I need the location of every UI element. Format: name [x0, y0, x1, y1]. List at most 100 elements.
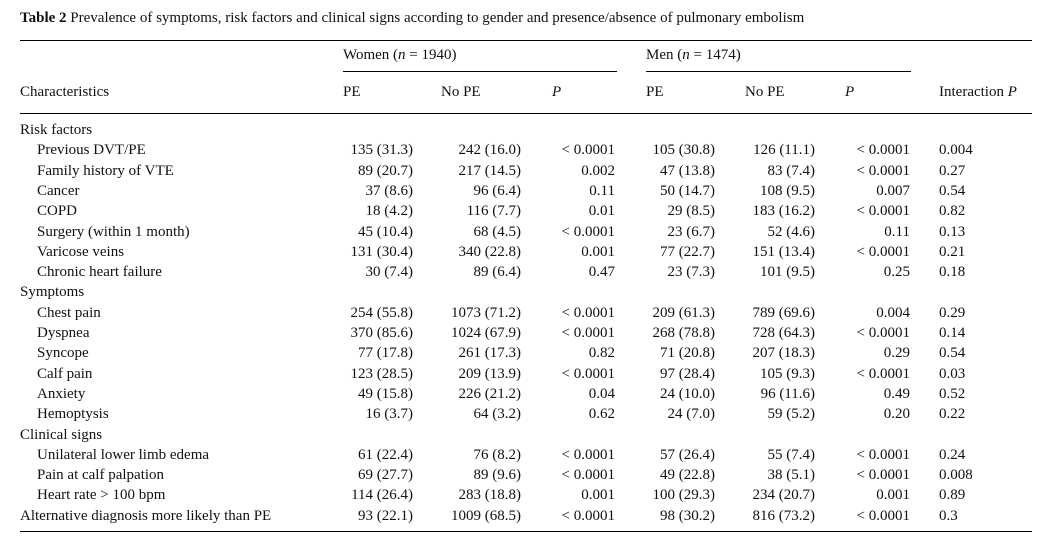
cell-men-nope: 83 (7.4): [767, 162, 816, 179]
cell-women-nope: 1009 (68.5): [451, 507, 521, 524]
cell-men-pe: 100 (29.3): [652, 487, 716, 504]
cell-women-p: 0.82: [588, 345, 615, 362]
cell-men-nope: 789 (69.6): [752, 304, 816, 321]
cell-men-p: 0.20: [883, 406, 910, 423]
cell-men-p: < 0.0001: [856, 325, 910, 341]
cell-men-nope: 728 (64.3): [752, 325, 816, 341]
cell-men-pe: 23 (7.3): [667, 264, 716, 281]
cell-women-p: < 0.0001: [561, 325, 615, 341]
cell-interaction-p: 0.54: [939, 345, 966, 362]
col-men-p: P: [845, 84, 855, 100]
cell-interaction-p: 0.29: [939, 304, 966, 321]
cell-men-pe: 49 (22.8): [660, 467, 715, 484]
cell-women-pe: 93 (22.1): [358, 507, 413, 524]
cell-men-nope: 126 (11.1): [753, 142, 815, 159]
cell-interaction-p: 0.004: [939, 142, 973, 159]
section-label: Symptoms: [20, 284, 85, 301]
cell-men-p: 0.11: [884, 223, 910, 240]
row-label: Chest pain: [37, 304, 101, 321]
cell-women-p: < 0.0001: [561, 446, 615, 463]
cell-women-nope: 1024 (67.9): [451, 325, 521, 341]
row-label: Dyspnea: [37, 325, 90, 341]
top-rule: [20, 40, 1032, 41]
cell-women-nope: 76 (8.2): [473, 446, 522, 463]
cell-women-nope: 116 (7.7): [466, 203, 521, 220]
cell-men-pe: 24 (10.0): [660, 385, 715, 402]
women-n-value: = 1940): [405, 47, 457, 63]
cell-women-p: < 0.0001: [561, 223, 615, 240]
cell-women-pe: 37 (8.6): [365, 182, 414, 199]
cell-men-pe: 209 (61.3): [652, 304, 716, 321]
col-women-p: P: [552, 84, 562, 100]
row-label: Previous DVT/PE: [37, 142, 146, 159]
row-label: COPD: [37, 203, 78, 220]
cell-men-p: 0.004: [876, 304, 910, 321]
cell-women-p: < 0.0001: [561, 142, 615, 159]
cell-women-nope: 89 (6.4): [473, 264, 522, 281]
cell-men-p: < 0.0001: [856, 142, 910, 159]
section-label: Alternative diagnosis more likely than P…: [20, 507, 272, 524]
cell-women-nope: 261 (17.3): [458, 345, 522, 362]
cell-men-pe: 105 (30.8): [652, 142, 716, 159]
cell-men-p: < 0.0001: [856, 203, 910, 220]
table-label: Table 2: [20, 10, 67, 26]
row-label: Chronic heart failure: [37, 264, 162, 281]
cell-interaction-p: 0.13: [939, 223, 966, 240]
cell-men-pe: 97 (28.4): [660, 365, 715, 382]
men-group-header: Men (n = 1474): [646, 45, 741, 65]
cell-men-pe: 24 (7.0): [667, 406, 716, 423]
row-label: Cancer: [37, 182, 80, 199]
cell-women-nope: 89 (9.6): [473, 467, 522, 484]
cell-interaction-p: 0.52: [939, 385, 966, 402]
cell-women-nope: 209 (13.9): [458, 365, 522, 382]
cell-men-pe: 29 (8.5): [667, 203, 716, 220]
cell-women-pe: 69 (27.7): [358, 467, 413, 484]
cell-men-nope: 55 (7.4): [767, 446, 816, 463]
cell-men-p: 0.25: [883, 264, 910, 281]
cell-men-nope: 234 (20.7): [752, 487, 816, 504]
women-group-rule: [343, 71, 617, 72]
cell-interaction-p: 0.18: [939, 264, 966, 281]
cell-men-nope: 59 (5.2): [767, 406, 816, 423]
women-group-header: Women (n = 1940): [343, 45, 457, 65]
cell-women-p: < 0.0001: [561, 365, 615, 382]
cell-men-p: < 0.0001: [856, 243, 910, 260]
cell-interaction-p: 0.21: [939, 243, 966, 260]
cell-men-p: < 0.0001: [856, 446, 910, 463]
cell-women-p: 0.001: [581, 487, 615, 504]
cell-men-pe: 47 (13.8): [660, 162, 715, 179]
cell-women-p: 0.11: [589, 182, 615, 199]
cell-men-pe: 50 (14.7): [660, 182, 715, 199]
cell-interaction-p: 0.27: [939, 162, 966, 179]
cell-women-p: 0.01: [588, 203, 615, 220]
cell-women-p: 0.04: [588, 385, 615, 402]
col-women-nope: No PE: [441, 84, 481, 100]
cell-interaction-p: 0.008: [939, 467, 973, 484]
cell-interaction-p: 0.24: [939, 446, 966, 463]
cell-women-pe: 135 (31.3): [350, 142, 414, 159]
row-label: Anxiety: [37, 385, 86, 402]
cell-women-pe: 370 (85.6): [350, 325, 414, 341]
cell-women-pe: 123 (28.5): [350, 365, 414, 382]
men-group-rule: [646, 71, 911, 72]
cell-men-nope: 52 (4.6): [767, 223, 816, 240]
cell-men-pe: 98 (30.2): [660, 507, 715, 524]
cell-men-nope: 96 (11.6): [760, 385, 815, 402]
col-men-nope: No PE: [745, 84, 785, 100]
row-label: Unilateral lower limb edema: [37, 446, 210, 463]
col-interaction: Interaction P: [939, 82, 1017, 102]
col-interaction-p: P: [1007, 84, 1017, 100]
bottom-rule: [20, 531, 1032, 532]
cell-women-pe: 18 (4.2): [365, 203, 414, 220]
cell-interaction-p: 0.14: [939, 325, 966, 341]
row-label: Surgery (within 1 month): [37, 223, 190, 240]
cell-women-p: < 0.0001: [561, 304, 615, 321]
row-label: Varicose veins: [37, 243, 125, 260]
cell-women-nope: 242 (16.0): [458, 142, 522, 159]
cell-women-pe: 114 (26.4): [351, 487, 413, 504]
cell-women-pe: 131 (30.4): [350, 243, 414, 260]
cell-women-pe: 77 (17.8): [358, 345, 413, 362]
row-label: Syncope: [37, 345, 89, 362]
table-caption: Table 2 Prevalence of symptoms, risk fac…: [20, 10, 804, 27]
cell-women-pe: 45 (10.4): [358, 223, 413, 240]
